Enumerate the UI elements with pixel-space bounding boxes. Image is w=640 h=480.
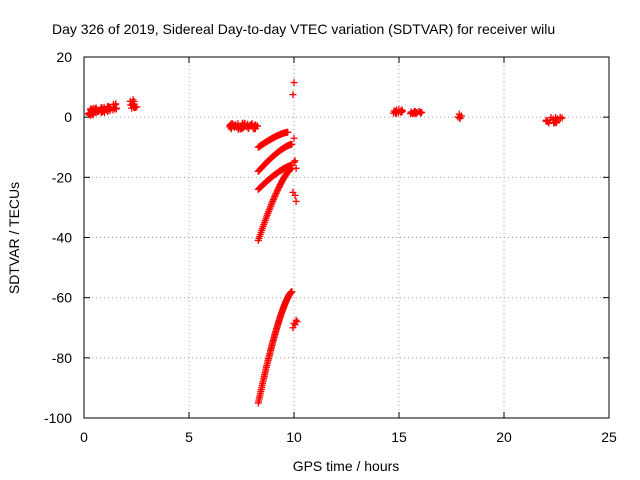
data-point — [542, 117, 550, 125]
x-tick-label: 25 — [601, 429, 617, 445]
data-point — [547, 113, 555, 121]
y-tick-label: 0 — [64, 109, 72, 125]
data-point — [104, 102, 112, 110]
data-point — [409, 109, 417, 117]
data-point — [227, 124, 235, 132]
y-tick-label: -60 — [52, 290, 72, 306]
x-tick-label: 20 — [496, 429, 512, 445]
y-axis-label: SDTVAR / TECUs — [6, 182, 22, 294]
data-point — [288, 288, 296, 296]
data-point — [268, 199, 276, 207]
x-axis-label: GPS time / hours — [293, 458, 400, 474]
y-tick-label: 20 — [56, 49, 72, 65]
data-point — [271, 191, 279, 199]
data-point — [272, 189, 280, 197]
data-point — [292, 164, 300, 172]
x-tick-labels: 0 5 10 15 20 25 — [80, 429, 617, 445]
data-point — [292, 316, 300, 324]
data-point — [290, 79, 298, 87]
data-point — [236, 125, 244, 133]
plot-frame — [83, 56, 610, 419]
data-point — [269, 196, 277, 204]
data-point — [87, 111, 95, 119]
data-point — [290, 158, 298, 166]
data-point — [111, 101, 119, 109]
data-points — [84, 79, 566, 407]
data-point — [111, 105, 119, 113]
data-point — [288, 140, 296, 148]
data-point — [269, 197, 277, 205]
data-point — [100, 103, 108, 111]
data-point — [88, 106, 96, 114]
data-point — [109, 106, 117, 114]
data-point — [284, 128, 292, 136]
x-tick-label: 10 — [286, 429, 302, 445]
y-tick-label: -40 — [52, 230, 72, 246]
data-point — [289, 91, 297, 99]
data-point — [552, 118, 560, 126]
data-point — [553, 115, 561, 123]
axis-ticks — [83, 56, 610, 419]
data-point — [91, 105, 99, 113]
x-tick-label: 5 — [185, 429, 193, 445]
data-point — [129, 96, 137, 104]
data-point — [292, 197, 300, 205]
data-point — [291, 191, 299, 199]
data-point — [250, 125, 258, 133]
data-point — [456, 113, 464, 121]
data-point — [290, 134, 298, 142]
data-point — [417, 109, 425, 117]
data-point — [270, 194, 278, 202]
y-tick-labels: -100 -80 -60 -40 -20 0 20 — [44, 49, 72, 426]
data-point — [243, 123, 251, 131]
y-tick-label: -20 — [52, 169, 72, 185]
data-point — [271, 192, 279, 200]
grid-lines — [84, 57, 609, 418]
chart-title: Day 326 of 2019, Sidereal Day-to-day VTE… — [52, 21, 555, 37]
x-tick-label: 0 — [80, 429, 88, 445]
data-point — [229, 121, 237, 129]
data-point — [293, 318, 301, 326]
data-point — [291, 157, 299, 165]
data-point — [392, 108, 400, 116]
y-tick-label: -80 — [52, 350, 72, 366]
x-tick-label: 15 — [391, 429, 407, 445]
y-tick-label: -100 — [44, 410, 72, 426]
